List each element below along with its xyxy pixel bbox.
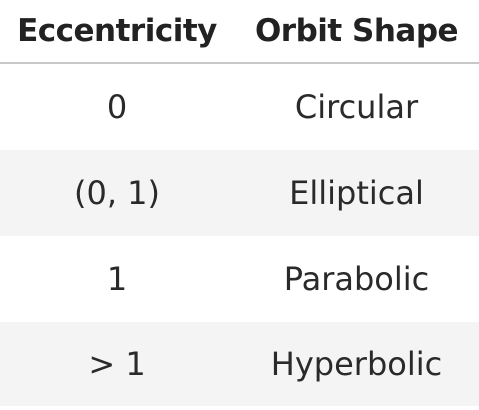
header-orbit-shape: Orbit Shape [234,0,479,63]
table-row: (0, 1) Elliptical [0,150,479,236]
orbit-shape-cell: Parabolic [234,236,479,322]
eccentricity-cell: (0, 1) [0,150,234,236]
orbit-shape-cell: Hyperbolic [234,322,479,406]
table-row: 1 Parabolic [0,236,479,322]
header-row: Eccentricity Orbit Shape [0,0,479,63]
table-row: 0 Circular [0,63,479,150]
eccentricity-cell: > 1 [0,322,234,406]
table-row: > 1 Hyperbolic [0,322,479,406]
table-header: Eccentricity Orbit Shape [0,0,479,63]
eccentricity-cell: 1 [0,236,234,322]
header-eccentricity: Eccentricity [0,0,234,63]
eccentricity-cell: 0 [0,63,234,150]
orbit-shape-cell: Circular [234,63,479,150]
table-body: 0 Circular (0, 1) Elliptical 1 Parabolic… [0,63,479,406]
orbit-shape-cell: Elliptical [234,150,479,236]
